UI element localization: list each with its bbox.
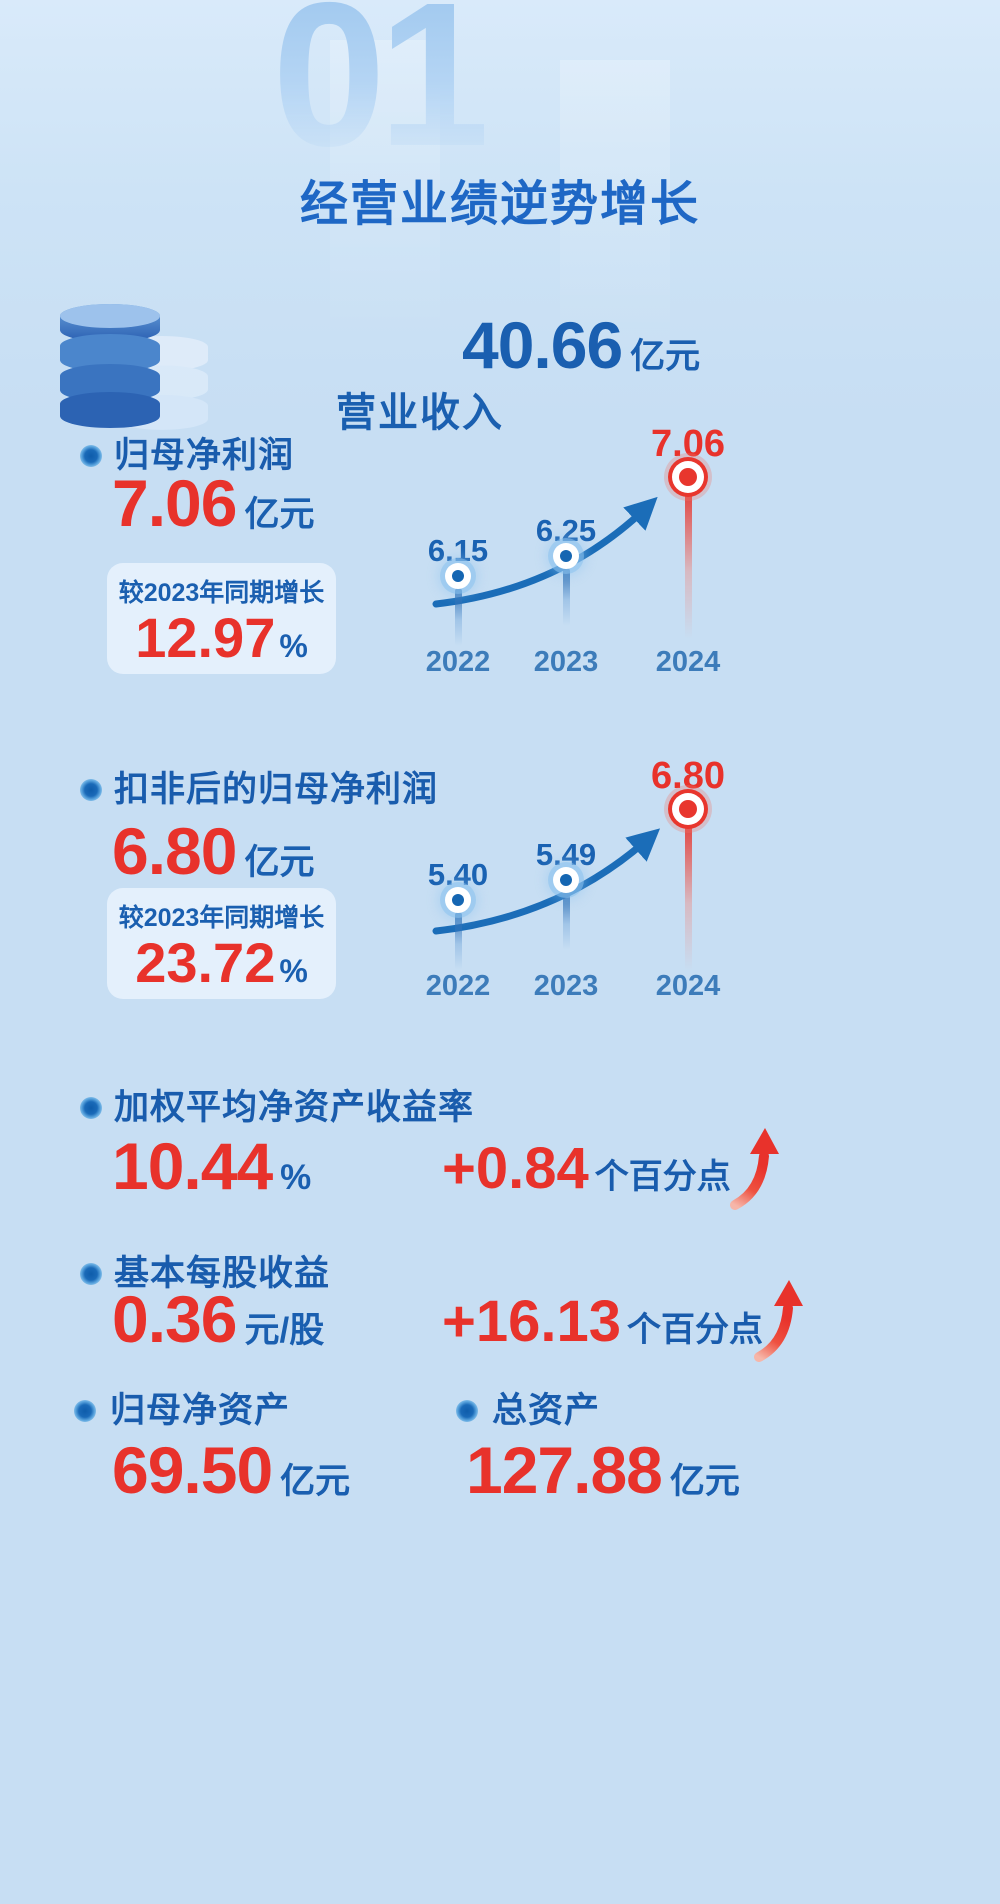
growth-value-row: 23.72 % (107, 935, 336, 991)
page-title: 经营业绩逆势增长 (299, 178, 700, 231)
x-axis-year-label: 2022 (425, 970, 491, 1002)
eps-delta-row: +16.13 个百分点 (442, 1293, 763, 1351)
net-profit-label: 归母净利润 (114, 436, 295, 475)
roe-delta-value: +0.84 (442, 1136, 589, 1201)
deducted-net-profit-growth-box: 较2023年同期增长 23.72 % (107, 888, 336, 999)
deducted-net-profit-label: 扣非后的归母净利润 (114, 770, 439, 809)
background-light-streak (560, 60, 670, 360)
data-point-value-label: 6.80 (651, 755, 725, 797)
eps-delta-unit: 个百分点 (627, 1311, 764, 1349)
x-axis-year-label: 2024 (655, 646, 721, 678)
net-assets-value-row: 69.50 亿元 (112, 1437, 350, 1503)
data-point-marker (553, 543, 579, 569)
background-light-streak (330, 40, 440, 340)
bullet-icon (80, 445, 102, 467)
total-assets-unit: 亿元 (669, 1462, 740, 1501)
roe-value-row: 10.44 % (112, 1133, 311, 1199)
trend-up-arrow-icon (730, 1128, 779, 1210)
eps-value: 0.36 (112, 1282, 237, 1356)
data-point-value-label: 7.06 (651, 423, 725, 465)
bullet-icon (80, 1097, 102, 1119)
total-assets-value: 127.88 (466, 1433, 663, 1507)
roe-unit: % (280, 1158, 312, 1197)
net-assets-value: 69.50 (112, 1433, 273, 1507)
growth-value-row: 12.97 % (107, 610, 336, 666)
data-point-value-label: 6.15 (427, 533, 489, 568)
data-point-marker (445, 887, 471, 913)
highlight-stem (685, 821, 692, 971)
deducted-net-profit-unit: 亿元 (244, 843, 315, 882)
net-assets-unit: 亿元 (280, 1462, 351, 1501)
highlight-stem (685, 489, 692, 639)
trend-up-arrow-icon (754, 1280, 803, 1362)
highlight-data-point-marker (672, 793, 704, 825)
data-point-value-label: 5.49 (535, 837, 597, 872)
growth-unit: % (279, 628, 308, 664)
bullet-icon (80, 779, 102, 801)
x-axis-year-label: 2022 (425, 646, 491, 678)
roe-label: 加权平均净资产收益率 (114, 1088, 475, 1127)
revenue-label: 营业收入 (336, 391, 504, 435)
highlight-data-point-marker (672, 461, 704, 493)
data-point-stem (563, 892, 570, 950)
eps-delta-value: +16.13 (442, 1289, 622, 1354)
database-main-stack (60, 304, 160, 428)
roe-delta-unit: 个百分点 (594, 1158, 731, 1196)
database-icon (60, 304, 208, 430)
revenue-unit: 亿元 (630, 337, 701, 376)
bullet-icon (74, 1400, 96, 1422)
x-axis-year-label: 2023 (533, 970, 599, 1002)
net-profit-value-row: 7.06 亿元 (112, 470, 314, 536)
deducted-net-profit-trend-chart: 5.40 2022 5.49 2023 6.80 2024 (400, 745, 740, 1035)
total-assets-value-row: 127.88 亿元 (466, 1437, 740, 1503)
growth-unit: % (279, 953, 308, 989)
trend-curve (432, 828, 661, 935)
data-point-marker (553, 867, 579, 893)
section-number-watermark: 01 (272, 0, 492, 177)
data-point-stem (455, 912, 462, 970)
growth-value: 12.97 (135, 606, 276, 669)
net-profit-trend-chart: 6.15 2022 6.25 2023 7.06 2024 (400, 420, 740, 710)
trend-curve (432, 496, 658, 608)
data-point-stem (563, 568, 570, 626)
x-axis-year-label: 2024 (655, 970, 721, 1002)
x-axis-year-label: 2023 (533, 646, 599, 678)
eps-label: 基本每股收益 (114, 1254, 331, 1293)
net-profit-value: 7.06 (112, 466, 237, 540)
growth-caption: 较2023年同期增长 (118, 904, 325, 932)
data-point-stem (455, 588, 462, 646)
deducted-net-profit-value-row: 6.80 亿元 (112, 818, 314, 884)
net-assets-label: 归母净资产 (110, 1391, 291, 1430)
deducted-net-profit-value: 6.80 (112, 814, 237, 888)
revenue-value-row: 40.66 亿元 (462, 312, 700, 378)
bullet-icon (456, 1400, 478, 1422)
roe-value: 10.44 (112, 1129, 273, 1203)
data-point-value-label: 6.25 (535, 513, 597, 548)
net-profit-unit: 亿元 (244, 495, 315, 534)
roe-delta-row: +0.84 个百分点 (442, 1140, 731, 1198)
growth-caption: 较2023年同期增长 (118, 579, 325, 607)
data-point-marker (445, 563, 471, 589)
data-point-value-label: 5.40 (427, 857, 489, 892)
eps-value-row: 0.36 元/股 (112, 1286, 324, 1352)
total-assets-label: 总资产 (492, 1391, 601, 1430)
growth-value: 23.72 (135, 931, 276, 994)
eps-unit: 元/股 (244, 1311, 325, 1350)
bullet-icon (80, 1263, 102, 1285)
net-profit-growth-box: 较2023年同期增长 12.97 % (107, 563, 336, 674)
revenue-value: 40.66 (462, 308, 623, 382)
